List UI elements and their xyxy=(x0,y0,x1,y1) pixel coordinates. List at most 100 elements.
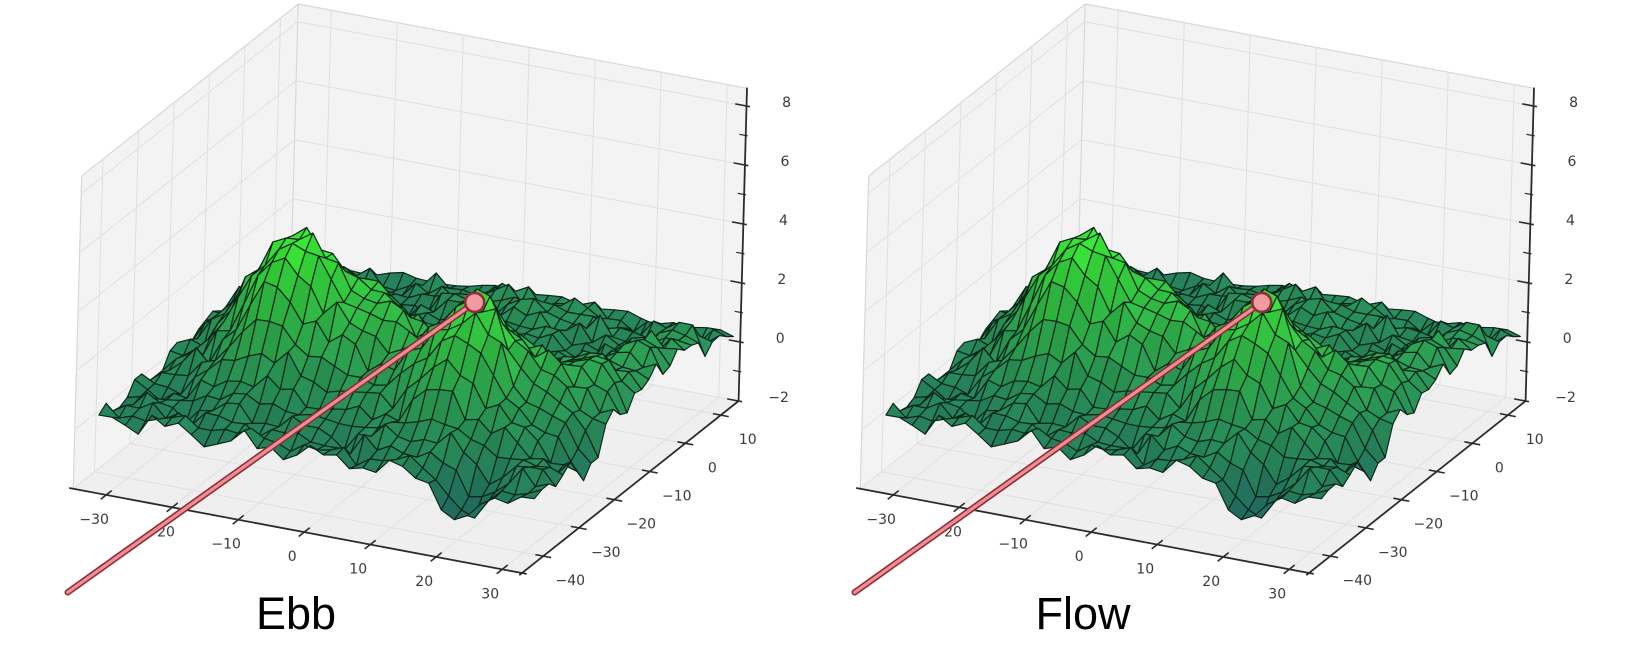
y-tick-label: 10 xyxy=(1526,432,1544,448)
y-tick-label: −10 xyxy=(1449,489,1479,505)
y-tick xyxy=(1393,497,1410,502)
y-tick xyxy=(535,553,552,559)
x-tick xyxy=(166,502,179,513)
grid-line xyxy=(76,198,294,372)
x-tick xyxy=(953,502,966,513)
grid-line xyxy=(1505,84,1515,398)
y-tick xyxy=(641,469,658,474)
z-minor-tick xyxy=(737,192,747,196)
y-tick xyxy=(570,525,587,531)
x-tick xyxy=(1019,514,1032,525)
pane-edge xyxy=(81,3,299,177)
z-minor-tick xyxy=(736,251,745,255)
axis-ticks xyxy=(100,103,751,575)
z-minor-tick xyxy=(739,133,748,137)
z-tick-label: 2 xyxy=(1564,272,1573,288)
x-tick-label: 20 xyxy=(1202,574,1220,590)
axis-spines xyxy=(69,87,748,576)
z-minor-tick xyxy=(732,369,742,373)
surface-mesh xyxy=(885,226,1521,521)
grid-line xyxy=(881,159,891,472)
y-tick-label: −40 xyxy=(1343,573,1373,589)
x-tick-label: 20 xyxy=(415,574,433,590)
z-tick-label: 2 xyxy=(777,272,786,288)
grid-line xyxy=(1079,198,1529,284)
peak-marker-dot xyxy=(1250,291,1273,314)
x-tick xyxy=(232,514,245,525)
axis-ticks xyxy=(887,103,1538,575)
grid-line xyxy=(94,159,104,472)
y-tick xyxy=(712,412,729,418)
trajectory-line xyxy=(66,300,477,594)
z-tick xyxy=(727,398,743,403)
x-tick xyxy=(430,551,443,562)
z-tick xyxy=(733,162,749,167)
x-tick xyxy=(1085,527,1098,538)
plot-title-flow: Flow xyxy=(1035,588,1131,639)
z-minor-tick xyxy=(1519,369,1529,373)
grid-line xyxy=(296,80,745,166)
grid-line xyxy=(294,139,744,225)
z-tick xyxy=(1514,398,1530,403)
z-minor-tick xyxy=(1524,192,1534,196)
grid-line xyxy=(863,198,1081,372)
y-tick-label: −40 xyxy=(556,573,586,589)
y-tick-label: −30 xyxy=(1378,545,1408,561)
grid-line xyxy=(881,471,1331,557)
x-tick-label: 10 xyxy=(1136,562,1154,578)
x-tick xyxy=(364,539,377,550)
grid-line xyxy=(1288,396,1507,570)
x-tick-label: 30 xyxy=(481,586,499,602)
y-tick-label: −30 xyxy=(591,545,621,561)
pane-edge xyxy=(859,175,870,489)
grid-line xyxy=(1083,80,1532,166)
grid-line xyxy=(79,80,297,254)
grid-line xyxy=(864,139,1082,313)
x-tick xyxy=(887,489,900,500)
trajectory-line xyxy=(853,300,1264,594)
x-tick xyxy=(1283,564,1296,575)
surface-mesh xyxy=(98,226,734,521)
x-tick-label: −30 xyxy=(79,512,109,528)
grid-line xyxy=(297,21,747,107)
y-tick-label: 0 xyxy=(708,460,717,476)
plot-title-ebb: Ebb xyxy=(256,588,336,639)
z-tick-label: 8 xyxy=(782,95,791,111)
x-tick xyxy=(298,527,311,538)
x-tick-label: −10 xyxy=(998,537,1028,553)
z-minor-tick xyxy=(1526,133,1535,137)
grid-line xyxy=(718,84,728,398)
y-tick-label: −20 xyxy=(627,517,657,533)
grid-line xyxy=(916,443,1366,529)
grid-line xyxy=(77,139,295,313)
x-tick xyxy=(496,564,509,575)
grid-line xyxy=(1081,139,1531,225)
peak-marker-dot xyxy=(463,291,486,314)
pane-edge xyxy=(72,175,83,489)
pane-edge xyxy=(868,3,1086,177)
z-tick xyxy=(1522,103,1538,108)
grid-line xyxy=(501,396,720,570)
grid-line xyxy=(867,21,1086,195)
z-tick-label: 4 xyxy=(779,213,788,229)
z-tick-label: −2 xyxy=(768,390,789,406)
y-tick xyxy=(1357,525,1374,531)
z-tick-label: −2 xyxy=(1555,390,1576,406)
x-axis-spine xyxy=(856,487,1314,575)
y-tick xyxy=(606,497,623,502)
z-tick xyxy=(1520,162,1536,167)
z-tick xyxy=(735,103,751,108)
left-wall-pane xyxy=(73,4,299,489)
z-tick xyxy=(1517,280,1533,285)
z-tick-label: 0 xyxy=(776,331,785,347)
z-axis-spine xyxy=(1524,87,1535,402)
grid-line xyxy=(129,443,579,529)
z-tick-label: 6 xyxy=(1567,154,1576,170)
y-tick-label: 10 xyxy=(739,432,757,448)
